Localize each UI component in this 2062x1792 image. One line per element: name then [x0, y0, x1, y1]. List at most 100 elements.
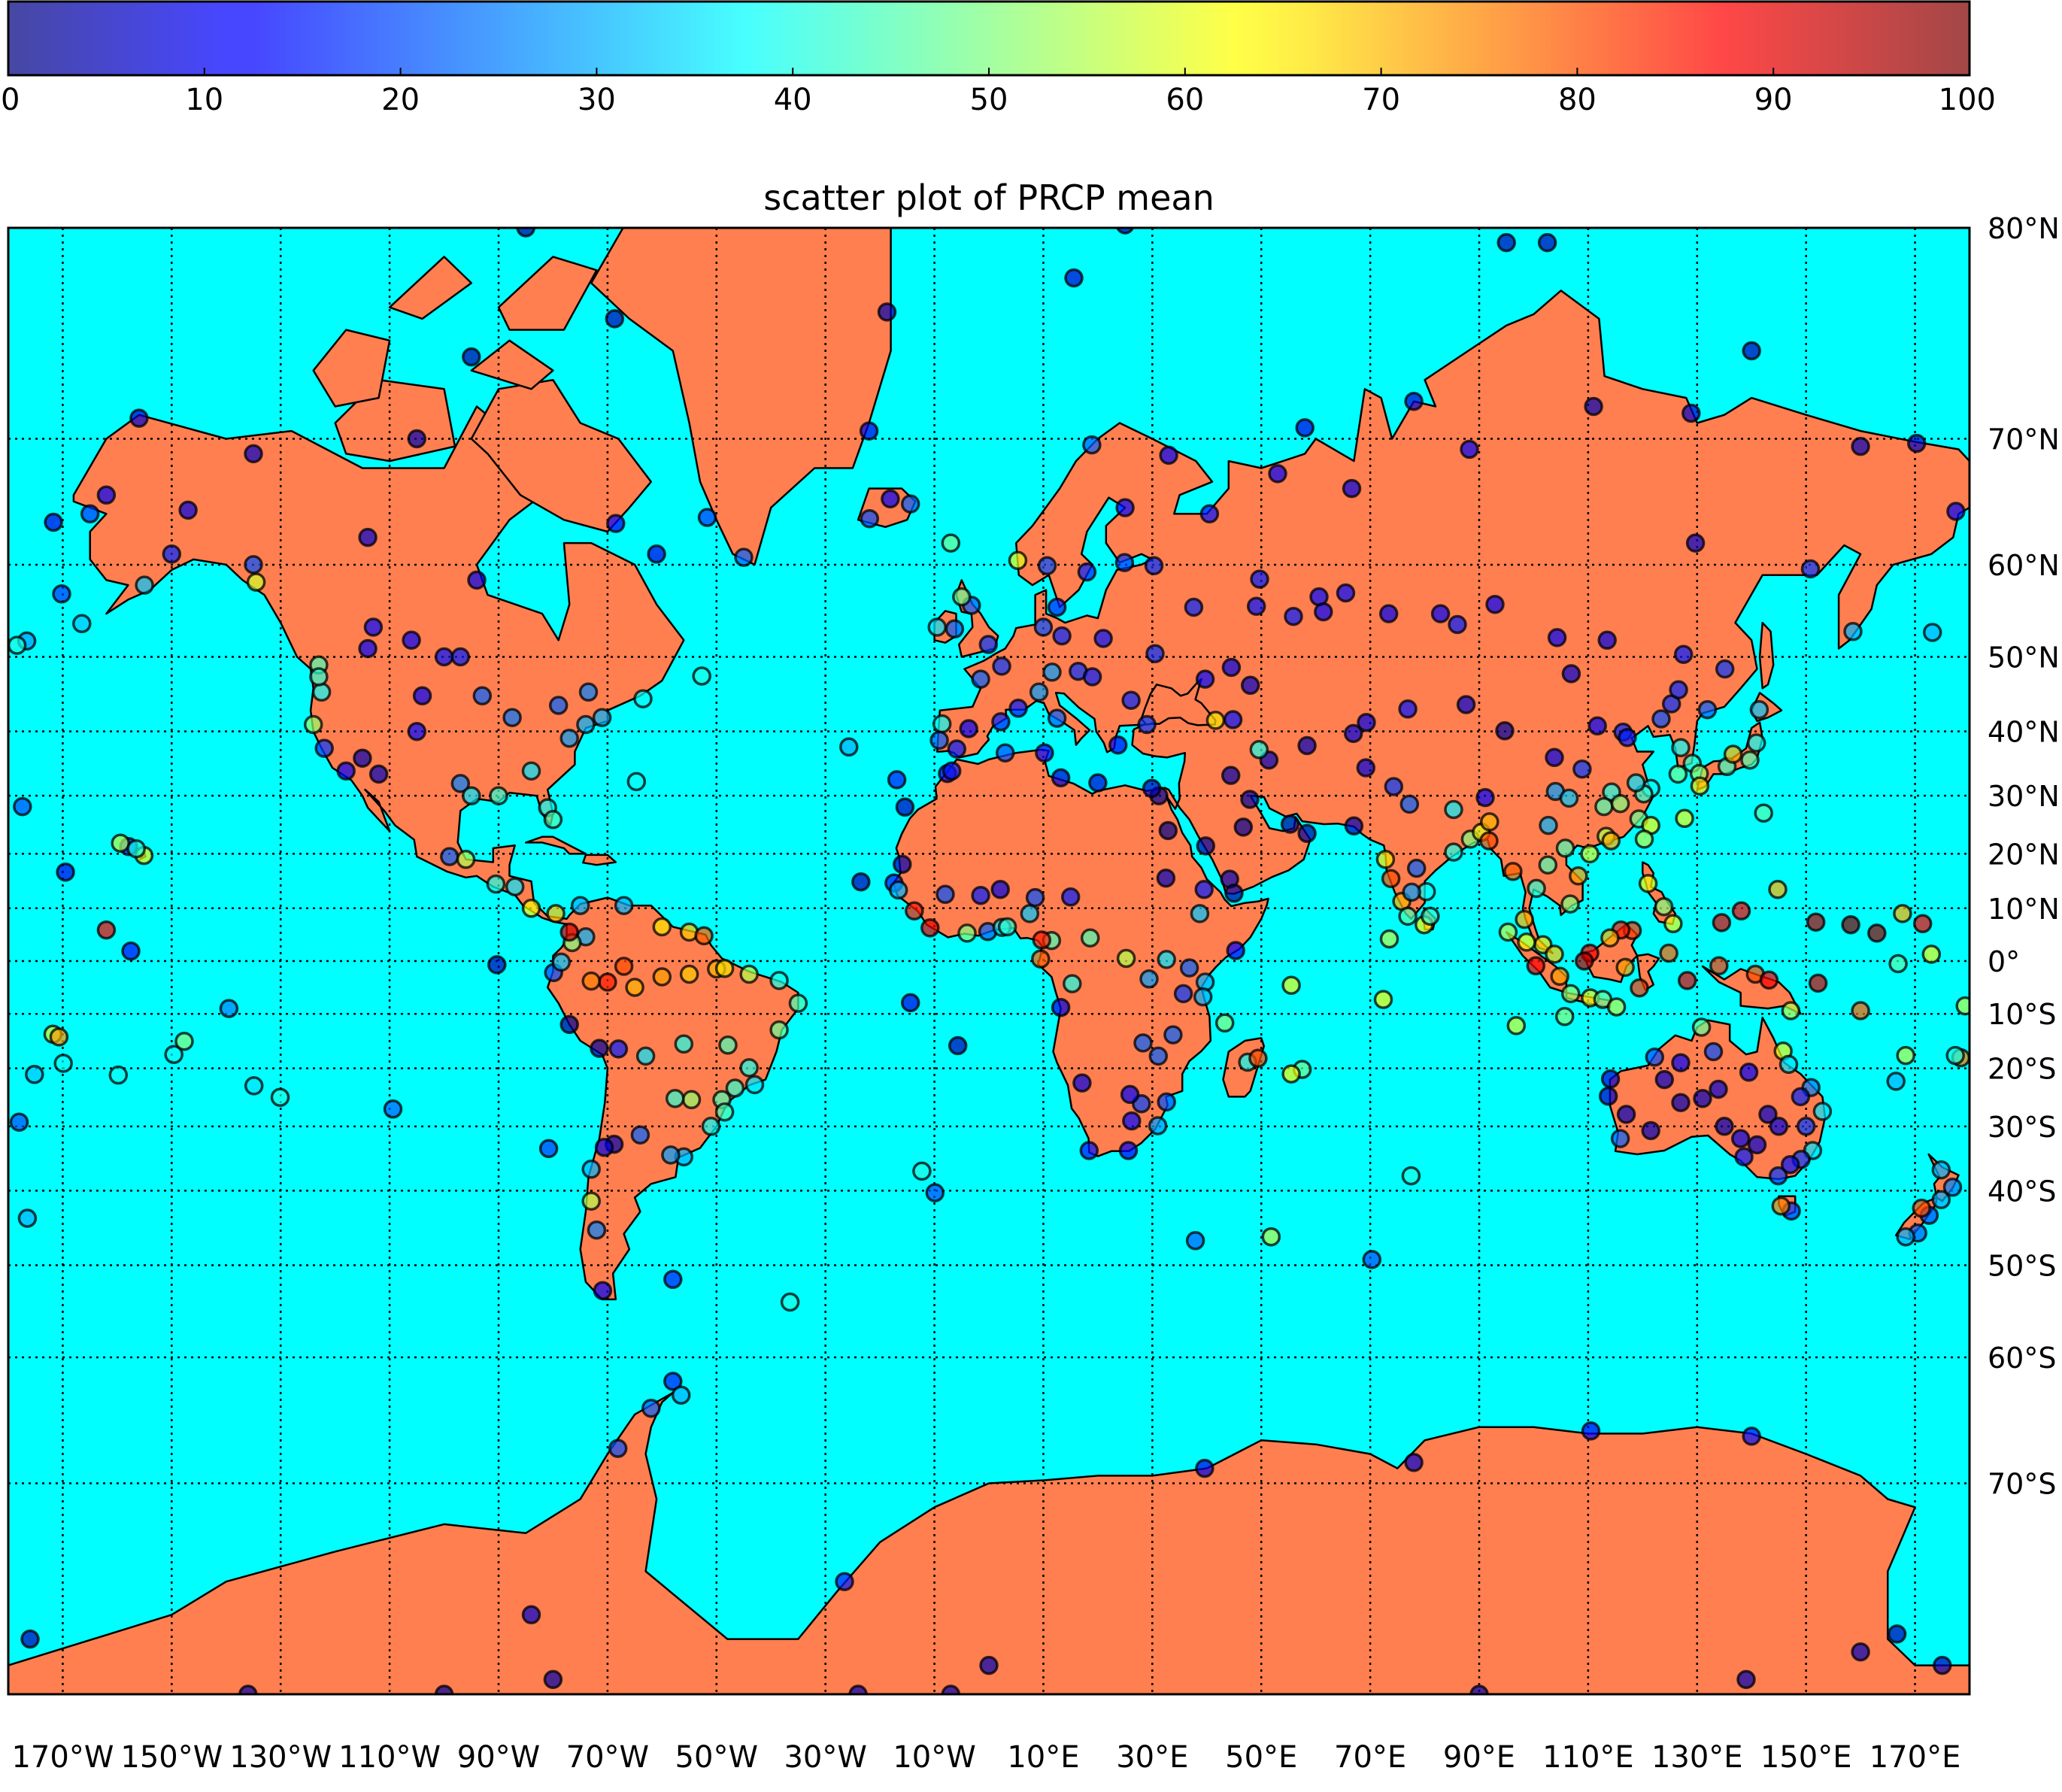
latitude-tick-label: 30°N — [1988, 780, 2060, 813]
station-point — [1384, 777, 1404, 796]
longitude-tick-label: 70°E — [1334, 1740, 1406, 1775]
station-point — [1739, 1063, 1759, 1082]
station-point — [1025, 887, 1045, 908]
station-point — [548, 696, 569, 715]
station-point — [1139, 969, 1159, 989]
latitude-tick-label: 20°N — [1988, 838, 2060, 871]
station-point — [1185, 1231, 1205, 1251]
latitude-tick-label: 60°N — [1988, 549, 2060, 582]
station-point — [652, 967, 672, 987]
land-polygon — [1758, 621, 1775, 690]
station-point — [1893, 904, 1912, 923]
station-point — [1444, 842, 1463, 862]
station-point — [1052, 626, 1072, 646]
station-point — [1547, 628, 1567, 647]
station-point — [1221, 766, 1241, 785]
station-point — [1115, 498, 1135, 517]
station-point — [1569, 866, 1588, 886]
latitude-tick-label: 70°N — [1988, 423, 2060, 456]
station-point — [848, 1684, 868, 1694]
station-point — [1572, 759, 1592, 779]
station-point — [546, 904, 566, 923]
station-point — [407, 721, 427, 741]
station-point — [900, 993, 920, 1013]
station-point — [1781, 1001, 1801, 1020]
station-point — [1184, 597, 1204, 617]
station-point — [1933, 1655, 1952, 1675]
station-point — [1887, 1624, 1907, 1644]
station-point — [1615, 957, 1635, 978]
station-point — [905, 901, 924, 921]
station-point — [1064, 268, 1084, 288]
station-point — [590, 1039, 609, 1058]
station-point — [1448, 614, 1467, 635]
station-point — [1148, 1116, 1168, 1136]
latitude-tick-label: 70°S — [1988, 1468, 2056, 1501]
station-point — [238, 1684, 258, 1694]
station-point — [489, 786, 508, 805]
station-point — [1561, 664, 1581, 684]
station-point — [1082, 667, 1102, 687]
station-point — [407, 429, 427, 449]
station-point — [1116, 228, 1135, 235]
longitude-tick-label: 90°E — [1443, 1740, 1515, 1775]
station-point — [1402, 882, 1421, 902]
station-point — [1634, 829, 1654, 849]
longitude-tick-label: 70°W — [566, 1740, 649, 1775]
station-point — [363, 617, 384, 637]
station-point — [888, 880, 908, 900]
longitude-tick-label: 110°E — [1542, 1740, 1634, 1775]
station-point — [780, 1292, 800, 1312]
station-point — [1747, 1135, 1767, 1155]
longitude-tick-label: 50°E — [1225, 1740, 1297, 1775]
station-point — [1344, 816, 1364, 836]
station-point — [1526, 956, 1546, 976]
station-point — [1768, 880, 1788, 899]
station-point — [1047, 597, 1067, 617]
station-point — [877, 302, 897, 322]
colorbar-tick-label: 100 — [1939, 83, 1996, 117]
station-point — [1250, 569, 1269, 589]
station-point — [1469, 1684, 1489, 1694]
station-point — [1659, 943, 1678, 963]
station-point — [1495, 721, 1515, 741]
station-point — [1088, 773, 1108, 793]
station-point — [942, 761, 962, 781]
station-point — [1343, 723, 1363, 744]
station-point — [121, 941, 141, 961]
station-point — [697, 508, 717, 527]
station-point — [1080, 928, 1100, 948]
station-point — [606, 514, 626, 533]
station-point — [1485, 594, 1505, 614]
colorbar-tick-label: 40 — [774, 83, 812, 117]
station-point — [1008, 699, 1028, 718]
station-point — [630, 1125, 650, 1145]
station-point — [1281, 975, 1301, 995]
station-point — [663, 1269, 683, 1290]
station-point — [25, 1065, 44, 1084]
station-point — [1295, 418, 1315, 438]
station-point — [1759, 970, 1779, 990]
station-point — [487, 955, 507, 975]
station-point — [1618, 728, 1637, 747]
station-point — [129, 408, 149, 428]
station-point — [1137, 714, 1157, 735]
station-point — [1559, 788, 1579, 808]
station-point — [8, 635, 27, 655]
station-point — [739, 964, 759, 984]
station-point — [769, 1020, 789, 1040]
station-point — [1008, 550, 1028, 571]
station-point — [635, 1046, 656, 1066]
station-point — [694, 926, 714, 946]
station-point — [164, 1045, 183, 1064]
station-point — [570, 896, 590, 915]
station-point — [952, 587, 972, 607]
station-point — [578, 682, 599, 702]
station-point — [1357, 712, 1376, 732]
station-point — [881, 489, 900, 509]
station-point — [1555, 838, 1575, 858]
land-polygon — [388, 256, 473, 320]
station-point — [744, 1075, 765, 1095]
station-point — [979, 1655, 999, 1675]
station-point — [1114, 553, 1135, 572]
